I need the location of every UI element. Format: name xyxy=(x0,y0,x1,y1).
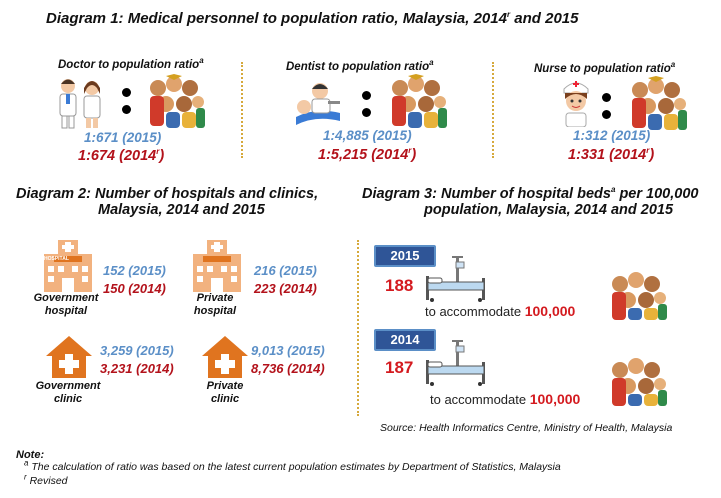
year-badge-2014: 2014 xyxy=(374,329,436,351)
clinic-house-icon xyxy=(46,336,92,378)
hospital-bed-icon xyxy=(426,256,485,302)
nurse-ratio-2015: 1:312 (2015) xyxy=(573,128,651,143)
private-hospital-2014: 223 (2014) xyxy=(254,281,317,296)
ratio-colon-icon xyxy=(362,91,372,125)
private-hospital-2015: 216 (2015) xyxy=(254,263,317,278)
diagram2-title: Diagram 2: Number of hospitals and clini… xyxy=(16,186,319,218)
private-clinic-2015: 9,013 (2015) xyxy=(251,343,325,358)
crowd-icon xyxy=(612,272,667,320)
hospital-sign: HOSPITAL xyxy=(44,256,69,262)
doctor-ratio-2015: 1:671 (2015) xyxy=(84,130,162,145)
beds-2014: 187 xyxy=(385,358,414,377)
hospital-bed-icon xyxy=(426,340,485,386)
dentist-ratio-label: Dentist to population ratioa xyxy=(286,58,434,73)
crowd-icon xyxy=(150,74,205,128)
nurse-ratio-2014: 1:331 (2014r) xyxy=(568,146,655,163)
private-hospital-label: Private hospital xyxy=(193,292,237,317)
govt-hospital-label: Government hospital xyxy=(33,292,99,317)
doctors-icon xyxy=(59,79,101,129)
ratio-colon-icon xyxy=(602,93,612,127)
crowd-icon xyxy=(632,76,687,130)
year-badge-2015: 2015 xyxy=(374,245,436,267)
accommodate-text-2015: to accommodate 100,000 xyxy=(425,303,576,319)
accommodate-text-2014: to accommodate 100,000 xyxy=(430,391,581,407)
doctor-ratio-2014: 1:674 (2014r) xyxy=(78,147,165,164)
divider xyxy=(241,62,243,158)
divider xyxy=(357,240,359,416)
divider xyxy=(492,62,494,158)
nurse-icon xyxy=(563,81,589,127)
dentist-ratio-2014: 1:5,215 (2014r) xyxy=(318,146,417,163)
govt-clinic-2015: 3,259 (2015) xyxy=(100,343,174,358)
ratio-colon-icon xyxy=(122,88,132,122)
dentist-ratio-2015: 1:4,885 (2015) xyxy=(323,128,412,143)
dentist-icon xyxy=(296,83,340,125)
govt-hospital-2014: 150 (2014) xyxy=(103,281,166,296)
source-text: Source: Health Informatics Centre, Minis… xyxy=(380,422,673,434)
govt-clinic-2014: 3,231 (2014) xyxy=(100,361,174,376)
clinic-house-icon xyxy=(202,336,248,378)
hospital-building-icon xyxy=(193,240,241,292)
diagram1-title: Diagram 1: Medical personnel to populati… xyxy=(46,10,579,27)
private-clinic-2014: 8,736 (2014) xyxy=(251,361,325,376)
govt-hospital-2015: 152 (2015) xyxy=(103,263,166,278)
beds-2015: 188 xyxy=(385,276,414,295)
private-clinic-label: Private clinic xyxy=(206,380,244,405)
note-heading: Note: xyxy=(16,449,45,461)
hospital-building-icon xyxy=(44,240,92,292)
note-r: r Revised xyxy=(24,472,68,487)
diagram3-title: Diagram 3: Number of hospital bedsa per … xyxy=(362,185,699,218)
crowd-icon xyxy=(392,74,447,128)
nurse-ratio-label: Nurse to population ratioa xyxy=(534,60,676,75)
crowd-icon xyxy=(612,358,667,406)
govt-clinic-label: Government clinic xyxy=(35,380,101,405)
note-a: a The calculation of ratio was based on … xyxy=(24,458,561,473)
doctor-ratio-label: Doctor to population ratioa xyxy=(58,56,204,71)
